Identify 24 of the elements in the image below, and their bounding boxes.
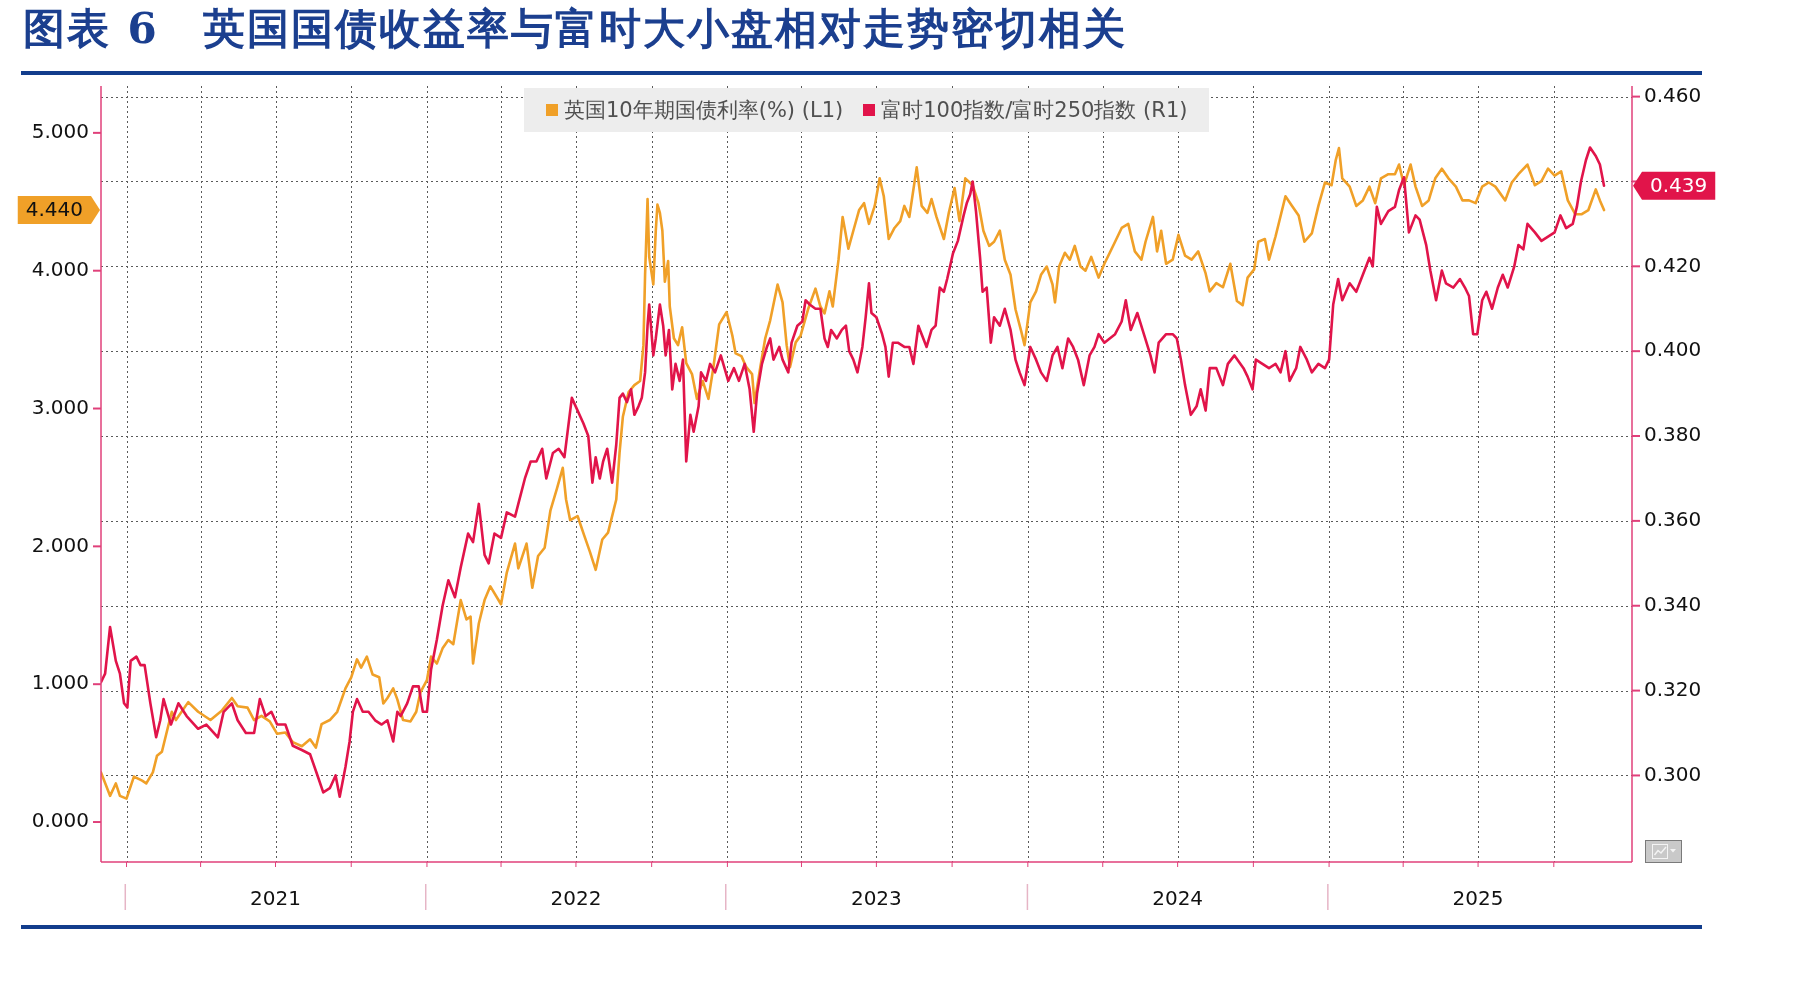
text: 0.439 (1650, 172, 1708, 197)
x-tick-label: 2022 (550, 886, 602, 911)
y2-tick-label: 0.400 (1644, 337, 1702, 362)
x-tick-label: 2025 (1452, 886, 1504, 911)
y2-tick-label: 0.320 (1644, 676, 1702, 701)
y2-tick-label: 0.300 (1644, 761, 1702, 786)
x-tick-label: 2023 (850, 886, 902, 911)
y-tick-label: 1.000 (31, 670, 89, 695)
x-tick-label: 2024 (1152, 886, 1204, 911)
y-tick-label: 3.000 (31, 394, 89, 419)
y-tick-label: 5.000 (31, 119, 89, 144)
legend-label: 富时100指数/富时250指数 (R1) (881, 97, 1188, 124)
y-tick-label: 2.000 (31, 532, 89, 557)
y-tick-label: 0.000 (31, 808, 89, 833)
y-tick-label: 4.000 (31, 256, 89, 281)
y2-tick-label: 0.420 (1644, 252, 1702, 277)
legend-label: 英国10年期国债利率(%) (L1) (564, 97, 844, 124)
x-tick-label: 2021 (250, 886, 301, 911)
y2-tick-label: 0.360 (1644, 507, 1702, 532)
y2-tick-label: 0.460 (1644, 82, 1702, 107)
chart-title: 图表 6 英国国债收益率与富时大小盘相对走势密切相关 (23, 4, 1127, 53)
text: 4.440 (25, 197, 83, 222)
y2-tick-label: 0.380 (1644, 422, 1702, 447)
y2-tick-label: 0.340 (1644, 591, 1702, 616)
